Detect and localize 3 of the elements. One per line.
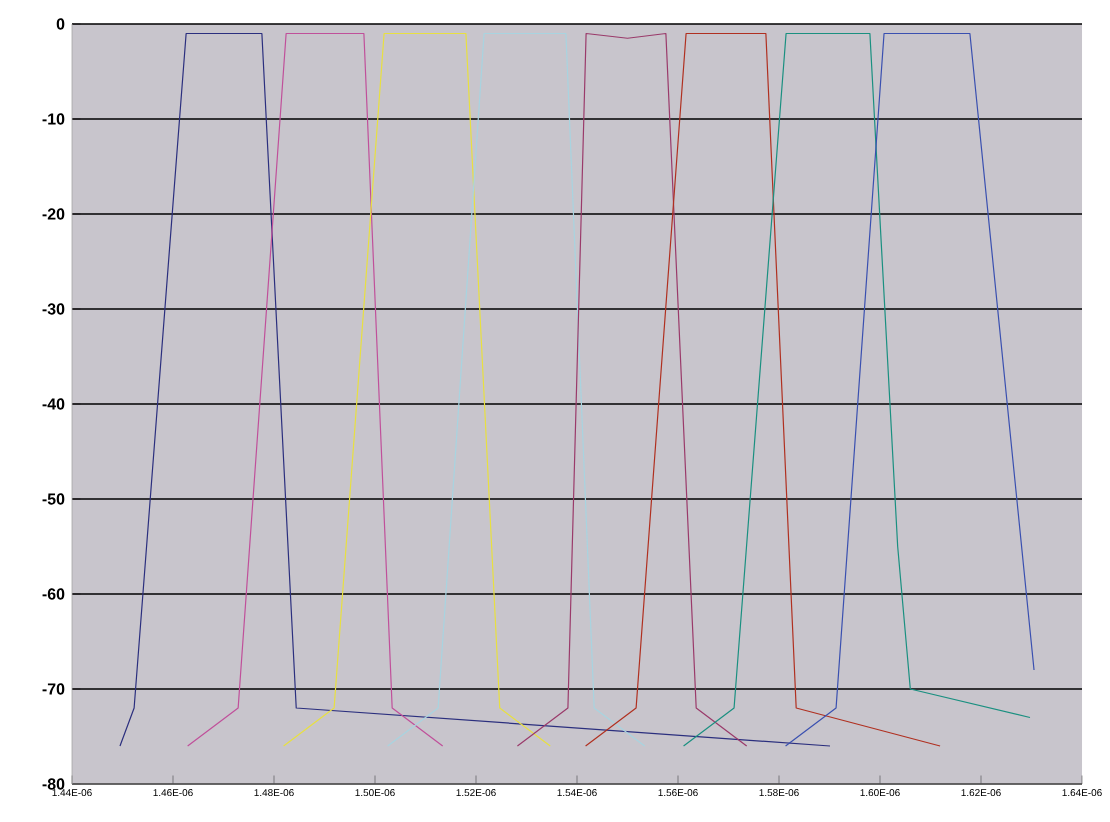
line-series (784, 32, 1035, 747)
line-series (516, 32, 748, 747)
line-series (682, 32, 1031, 747)
